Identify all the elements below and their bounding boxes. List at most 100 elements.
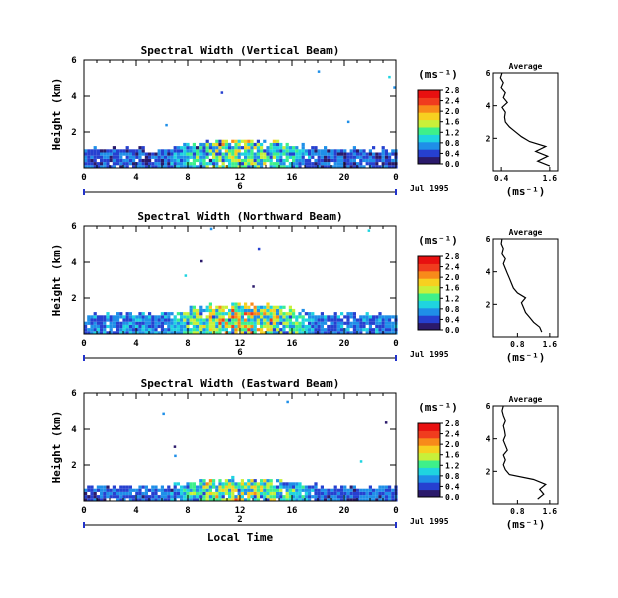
heatmap-cell	[160, 318, 164, 322]
heatmap-cell	[138, 318, 142, 322]
heatmap-cell	[359, 324, 363, 329]
heatmap-cell	[340, 155, 344, 159]
heatmap-cell	[308, 495, 312, 499]
heatmap-cell	[308, 485, 312, 489]
heatmap-cell	[356, 165, 360, 169]
heatmap-cell	[84, 328, 88, 332]
heatmap-cell	[170, 149, 174, 153]
heatmap-cell	[349, 321, 353, 325]
colorbar-tick-label: 1.2	[445, 294, 460, 303]
heatmap-cell	[266, 482, 270, 486]
heatmap-cell	[256, 305, 260, 309]
heatmap-cell	[176, 149, 180, 153]
heatmap-cell	[202, 479, 206, 483]
heatmap-cell	[228, 315, 232, 319]
heatmap-cell	[221, 158, 225, 163]
heatmap-cell	[132, 324, 136, 329]
heatmap-cell	[144, 331, 148, 335]
heatmap-cell	[93, 495, 97, 499]
heatmap-cell	[314, 495, 318, 499]
heatmap-cell	[119, 321, 123, 325]
heatmap-cell	[285, 498, 289, 502]
heatmap-cell	[346, 331, 350, 335]
heatmap-cell	[359, 165, 363, 169]
heatmap-cell	[359, 318, 363, 322]
heatmap-cell	[285, 152, 289, 156]
heatmap-cell	[119, 331, 123, 335]
heatmap-cell	[375, 331, 379, 335]
heatmap-cell	[263, 149, 267, 153]
colorbar-tick-label: 0.8	[445, 472, 460, 481]
heatmap-cell	[311, 321, 315, 325]
heatmap-cell	[199, 321, 203, 325]
heatmap-cell	[212, 142, 216, 147]
heatmap-cell	[304, 158, 308, 163]
heatmap-cell	[279, 152, 283, 156]
heatmap-cell	[320, 324, 324, 329]
heatmap-cell	[87, 162, 91, 166]
heatmap-cell	[196, 328, 200, 332]
average-title: Average	[509, 228, 543, 237]
heatmap-cell	[144, 155, 148, 159]
heatmap-cell	[372, 162, 376, 166]
heatmap-cell	[301, 155, 305, 159]
heatmap-cell	[324, 149, 328, 153]
heatmap-cell	[266, 155, 270, 159]
heatmap-cell	[269, 498, 273, 502]
heatmap-cell	[240, 318, 244, 322]
heatmap-cell	[112, 165, 116, 169]
heatmap-cell	[324, 155, 328, 159]
heatmap-cell	[183, 312, 187, 316]
heatmap-cell	[308, 331, 312, 335]
heatmap-cell	[263, 308, 267, 313]
heatmap-cell	[340, 312, 344, 316]
heatmap-cell	[148, 495, 152, 499]
heatmap-cell	[135, 321, 139, 325]
heatmap-cell	[189, 318, 193, 322]
heatmap-cell	[372, 321, 376, 325]
heatmap-cell	[84, 324, 88, 329]
heatmap-cell	[336, 331, 340, 335]
heatmap-cell	[247, 305, 251, 309]
colorbar-swatch	[418, 322, 440, 331]
colorbar-tick-label: 0.4	[445, 149, 460, 158]
heatmap-cell	[183, 152, 187, 156]
heatmap-cell	[215, 328, 219, 332]
heatmap-cell	[196, 155, 200, 159]
heatmap-cell	[247, 324, 251, 329]
heatmap-cell	[368, 152, 372, 156]
heatmap-cell	[340, 491, 344, 496]
heatmap-cell	[256, 498, 260, 502]
heatmap-cell	[381, 315, 385, 319]
heatmap-cell	[250, 139, 254, 143]
heatmap-cell	[320, 488, 324, 492]
heatmap-cell	[375, 318, 379, 322]
heatmap-cell	[112, 146, 116, 150]
heatmap-cell	[317, 498, 321, 502]
heatmap-cell	[346, 162, 350, 166]
heatmap-cell	[106, 158, 110, 163]
heatmap-cell	[199, 491, 203, 496]
heatmap-cell	[295, 482, 299, 486]
heatmap-cell	[308, 149, 312, 153]
heatmap-cell	[384, 162, 388, 166]
x-tick-label: 0	[393, 339, 398, 349]
heatmap-cell	[96, 155, 100, 159]
heatmap-cell	[356, 321, 360, 325]
heatmap-cell	[192, 318, 196, 322]
heatmap-cell	[103, 158, 107, 163]
heatmap-cell	[282, 152, 286, 156]
heatmap-cell	[212, 318, 216, 322]
heatmap-cell	[173, 152, 177, 156]
heatmap-cell	[247, 142, 251, 147]
heatmap-cell	[288, 152, 292, 156]
heatmap-cell	[164, 488, 168, 492]
heatmap-cell	[253, 318, 257, 322]
heatmap-cell	[183, 328, 187, 332]
colorbar-tick-label: 2.0	[445, 273, 460, 282]
heatmap-cell	[320, 152, 324, 156]
heatmap-cell	[301, 158, 305, 163]
heatmap-cell	[202, 495, 206, 499]
heatmap-cell	[93, 149, 97, 153]
heatmap-cell	[132, 331, 136, 335]
